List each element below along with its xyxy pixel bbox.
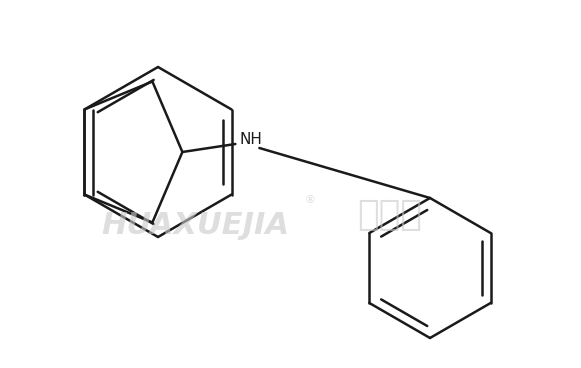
Text: ®: ®: [304, 195, 315, 205]
Text: NH: NH: [239, 132, 262, 148]
Text: HUAXUEJIA: HUAXUEJIA: [101, 210, 289, 240]
Text: 华学加: 华学加: [357, 198, 422, 232]
